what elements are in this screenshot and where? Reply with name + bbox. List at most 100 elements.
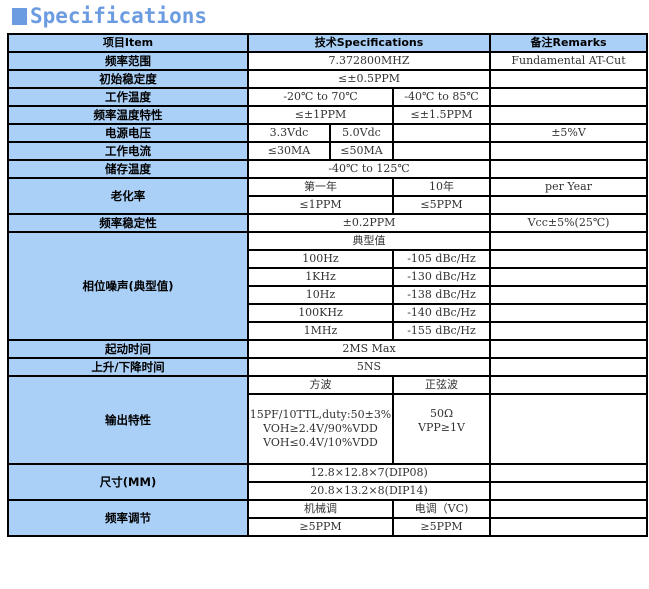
phase-freq: 1MHz <box>247 321 394 341</box>
value-b: 5.0Vdc <box>329 123 394 143</box>
line: VOH≥2.4V/90%VDD <box>263 422 378 435</box>
value-c <box>391 141 492 161</box>
phase-row: 100KHz -140 dBc/Hz <box>8 303 649 323</box>
sine-wave-spec: 50Ω VPP≥1V <box>391 393 492 465</box>
row-adjust-values: ≥5PPM ≥5PPM <box>8 517 649 537</box>
output-h1: 方波 <box>247 375 394 395</box>
remark <box>489 87 649 107</box>
row-storage: 储存温度 -40℃ to 125℃ <box>7 159 649 179</box>
remark <box>489 303 649 323</box>
header-spec: 技术Specifications <box>246 33 492 53</box>
remark <box>489 517 649 537</box>
aging-v1: ≤1PPM <box>247 195 394 215</box>
adjust-h2: 电调（VC) <box>391 499 492 519</box>
remark <box>489 481 649 501</box>
row-voltage: 电源电压 3.3Vdc 5.0Vdc ±5%V <box>7 123 649 143</box>
remark <box>489 69 649 89</box>
spec-table: 项目Item 技术Specifications 备注Remarks 频率范围 7… <box>7 33 649 537</box>
label: 工作电流 <box>7 141 249 161</box>
aging-h1: 第一年 <box>247 177 394 197</box>
size-v1: 12.8×12.8×7(DIP08) <box>246 463 492 483</box>
row-optemp: 工作温度 -20℃ to 70℃ -40℃ to 85℃ <box>7 87 649 107</box>
row-rise: 上升/下降时间 5NS <box>7 357 649 377</box>
phase-header: 典型值 <box>246 231 492 251</box>
label: 尺寸(MM) <box>7 463 249 501</box>
phase-value: -138 dBc/Hz <box>391 285 492 305</box>
remark <box>489 267 649 287</box>
remark <box>489 195 649 215</box>
label: 储存温度 <box>7 159 249 179</box>
line: 50Ω <box>429 407 454 420</box>
label: 初始稳定度 <box>7 69 249 89</box>
remark <box>489 105 649 125</box>
label: 老化率 <box>7 177 249 215</box>
phase-freq: 1KHz <box>247 267 394 287</box>
remark: Fundamental AT-Cut <box>489 51 649 71</box>
value: -40℃ to 125℃ <box>246 159 492 179</box>
remark: per Year <box>489 177 649 197</box>
phase-row: 100Hz -105 dBc/Hz <box>8 249 649 269</box>
phase-row: 1MHz -155 dBc/Hz <box>8 321 649 341</box>
row-freq: 频率范围 7.372800MHZ Fundamental AT-Cut <box>7 51 649 71</box>
label: 工作温度 <box>7 87 249 107</box>
label: 频率稳定性 <box>7 213 249 233</box>
phase-value: -130 dBc/Hz <box>391 267 492 287</box>
line: VOH≤0.4V/10%VDD <box>263 436 378 449</box>
remark <box>489 141 649 161</box>
header-row: 项目Item 技术Specifications 备注Remarks <box>7 33 649 53</box>
aging-v2: ≤5PPM <box>391 195 492 215</box>
value-c <box>391 123 492 143</box>
label: 上升/下降时间 <box>7 357 249 377</box>
row-output: 输出特性 方波 正弦波 <box>7 375 649 465</box>
title-text: Specifications <box>30 4 208 28</box>
row-startup: 起动时间 2MS Max <box>7 339 649 359</box>
remark <box>489 375 649 395</box>
remark <box>489 231 649 251</box>
adjust-v1: ≥5PPM <box>247 517 394 537</box>
section-title: Specifications <box>12 3 207 29</box>
line: 15PF/10TTL,duty:50±3% <box>249 408 392 421</box>
value: 2MS Max <box>246 339 492 359</box>
label: 输出特性 <box>7 375 249 465</box>
label: 频率调节 <box>7 499 249 537</box>
value-a: -20℃ to 70℃ <box>247 87 394 107</box>
row-output-values: 15PF/10TTL,duty:50±3% VOH≥2.4V/90%VDD VOH≤… <box>8 393 649 465</box>
row-size: 尺寸(MM) 12.8×12.8×7(DIP08) <box>7 463 649 501</box>
square-bullet-icon <box>12 7 27 25</box>
phase-row: 10Hz -138 dBc/Hz <box>8 285 649 305</box>
row-tempchar: 频率温度特性 ≤±1PPM ≤±1.5PPM <box>7 105 649 125</box>
output-h2: 正弦波 <box>391 375 492 395</box>
phase-value: -140 dBc/Hz <box>391 303 492 323</box>
label: 起动时间 <box>7 339 249 359</box>
value: 7.372800MHZ <box>246 51 492 71</box>
phase-freq: 10Hz <box>247 285 394 305</box>
value-a: ≤30MA <box>247 141 331 161</box>
row-adjust: 频率调节 机械调 电调（VC) <box>7 499 649 537</box>
remark: ±5%V <box>489 123 649 143</box>
label: 相位噪声(典型值) <box>7 231 249 341</box>
value-a: 3.3Vdc <box>247 123 331 143</box>
value: 5NS <box>246 357 492 377</box>
phase-freq: 100KHz <box>247 303 394 323</box>
phase-row: 1KHz -130 dBc/Hz <box>8 267 649 287</box>
remark: Vcc±5%(25℃) <box>489 213 649 233</box>
remark <box>489 339 649 359</box>
row-current: 工作电流 ≤30MA ≤50MA <box>7 141 649 161</box>
remark <box>489 285 649 305</box>
header-remarks: 备注Remarks <box>489 33 649 53</box>
value-b: -40℃ to 85℃ <box>391 87 492 107</box>
label: 频率温度特性 <box>7 105 249 125</box>
value: ±0.2PPM <box>246 213 492 233</box>
value-b: ≤±1.5PPM <box>391 105 492 125</box>
phase-freq: 100Hz <box>247 249 394 269</box>
aging-h2: 10年 <box>391 177 492 197</box>
remark <box>489 159 649 179</box>
label: 电源电压 <box>7 123 249 143</box>
remark <box>489 463 649 483</box>
phase-value: -105 dBc/Hz <box>391 249 492 269</box>
remark <box>489 393 649 465</box>
square-wave-spec: 15PF/10TTL,duty:50±3% VOH≥2.4V/90%VDD VOH≤… <box>247 393 394 465</box>
remark <box>489 321 649 341</box>
line: VPP≥1V <box>418 421 465 434</box>
header-item: 项目Item <box>7 33 249 53</box>
